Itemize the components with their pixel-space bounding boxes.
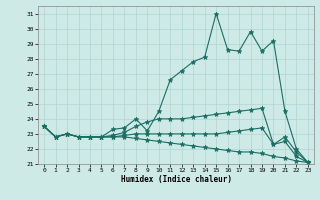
X-axis label: Humidex (Indice chaleur): Humidex (Indice chaleur) [121,175,231,184]
